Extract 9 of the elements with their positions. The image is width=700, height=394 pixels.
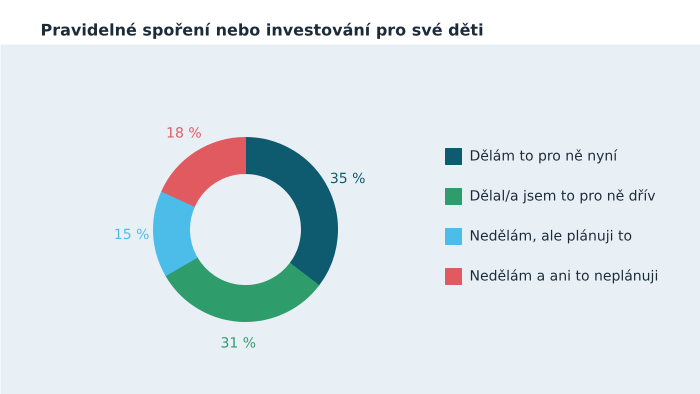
data-label: 31 % (220, 335, 256, 352)
data-label: 35 % (330, 170, 366, 187)
legend-label: Dělal/a jsem to pro ně dřív (470, 188, 656, 204)
legend-label: Nedělám a ani to neplánuji (470, 268, 658, 284)
data-label: 15 % (114, 226, 150, 243)
legend-label: Dělám to pro ně nyní (470, 148, 618, 164)
legend-label: Nedělám, ale plánuji to (470, 228, 632, 244)
chart-title: Pravidelné spoření nebo investování pro své děti (40, 20, 484, 40)
data-label: 18 % (166, 126, 202, 142)
